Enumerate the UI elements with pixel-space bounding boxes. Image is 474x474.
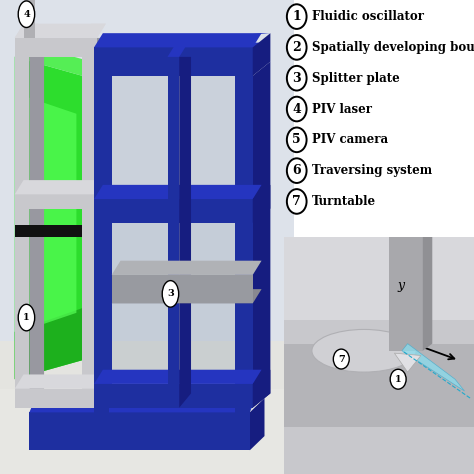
Polygon shape <box>82 62 97 360</box>
FancyBboxPatch shape <box>235 190 250 450</box>
Circle shape <box>18 1 35 27</box>
Polygon shape <box>284 237 474 474</box>
Text: 7: 7 <box>338 355 345 364</box>
Polygon shape <box>253 185 270 223</box>
Polygon shape <box>253 62 270 408</box>
Polygon shape <box>112 289 262 303</box>
Polygon shape <box>0 341 294 474</box>
Text: 5: 5 <box>292 133 301 146</box>
Polygon shape <box>0 0 294 474</box>
FancyBboxPatch shape <box>29 412 250 450</box>
FancyBboxPatch shape <box>235 57 253 408</box>
Text: 4: 4 <box>292 102 301 116</box>
Polygon shape <box>15 57 82 379</box>
FancyBboxPatch shape <box>15 38 97 57</box>
Text: PIV camera: PIV camera <box>312 133 388 146</box>
Polygon shape <box>15 24 106 38</box>
Polygon shape <box>20 95 76 332</box>
Polygon shape <box>15 374 106 389</box>
Polygon shape <box>15 43 91 76</box>
Circle shape <box>287 35 307 60</box>
Circle shape <box>287 4 307 29</box>
Circle shape <box>390 369 406 389</box>
FancyBboxPatch shape <box>82 38 97 408</box>
Polygon shape <box>103 33 270 47</box>
Polygon shape <box>253 370 270 408</box>
Polygon shape <box>284 320 474 344</box>
Polygon shape <box>29 38 44 408</box>
Polygon shape <box>284 237 474 344</box>
FancyBboxPatch shape <box>112 275 253 303</box>
Polygon shape <box>112 261 262 275</box>
Ellipse shape <box>312 329 416 372</box>
FancyBboxPatch shape <box>94 213 109 450</box>
Polygon shape <box>423 237 432 351</box>
Polygon shape <box>97 38 112 408</box>
Polygon shape <box>112 76 253 185</box>
FancyBboxPatch shape <box>94 384 253 408</box>
Circle shape <box>18 304 35 331</box>
FancyBboxPatch shape <box>15 225 82 237</box>
Polygon shape <box>112 223 253 370</box>
Polygon shape <box>94 185 262 199</box>
Polygon shape <box>402 344 465 391</box>
Circle shape <box>287 128 307 152</box>
Circle shape <box>162 281 179 307</box>
Circle shape <box>287 97 307 121</box>
Polygon shape <box>284 320 474 427</box>
Polygon shape <box>253 33 270 76</box>
Text: 6: 6 <box>292 164 301 177</box>
Polygon shape <box>167 43 188 57</box>
FancyBboxPatch shape <box>167 57 179 408</box>
Text: 7: 7 <box>292 195 301 208</box>
FancyBboxPatch shape <box>15 38 29 408</box>
Polygon shape <box>250 398 264 450</box>
Text: Turntable: Turntable <box>312 195 376 208</box>
Text: Splitter plate: Splitter plate <box>312 72 400 85</box>
Text: 3: 3 <box>292 72 301 85</box>
Polygon shape <box>235 43 262 57</box>
FancyBboxPatch shape <box>94 199 253 223</box>
Polygon shape <box>15 24 38 38</box>
Polygon shape <box>82 24 106 38</box>
FancyBboxPatch shape <box>94 47 253 76</box>
FancyBboxPatch shape <box>24 0 35 38</box>
Polygon shape <box>94 370 262 384</box>
Polygon shape <box>29 398 255 412</box>
Polygon shape <box>179 57 191 408</box>
Polygon shape <box>94 33 262 47</box>
Text: y: y <box>397 279 404 292</box>
FancyBboxPatch shape <box>389 237 423 351</box>
Text: 3: 3 <box>167 290 174 298</box>
Text: Traversing system: Traversing system <box>312 164 432 177</box>
FancyBboxPatch shape <box>94 57 112 408</box>
Text: 4: 4 <box>23 10 30 18</box>
Polygon shape <box>394 353 421 372</box>
Polygon shape <box>15 180 106 194</box>
Polygon shape <box>15 308 82 379</box>
Polygon shape <box>0 389 294 474</box>
Circle shape <box>333 349 349 369</box>
Polygon shape <box>235 175 255 190</box>
Circle shape <box>287 66 307 91</box>
Text: 1: 1 <box>292 10 301 23</box>
Text: PIV laser: PIV laser <box>312 102 372 116</box>
Text: Spatially developing boundary layer: Spatially developing boundary layer <box>312 41 474 54</box>
Polygon shape <box>94 43 120 57</box>
Text: 2: 2 <box>292 41 301 54</box>
FancyBboxPatch shape <box>15 389 97 408</box>
Text: 1: 1 <box>23 313 30 322</box>
Text: Fluidic oscillator: Fluidic oscillator <box>312 10 424 23</box>
FancyBboxPatch shape <box>15 194 97 209</box>
Text: 1: 1 <box>395 375 401 383</box>
Circle shape <box>287 189 307 214</box>
Circle shape <box>287 158 307 183</box>
